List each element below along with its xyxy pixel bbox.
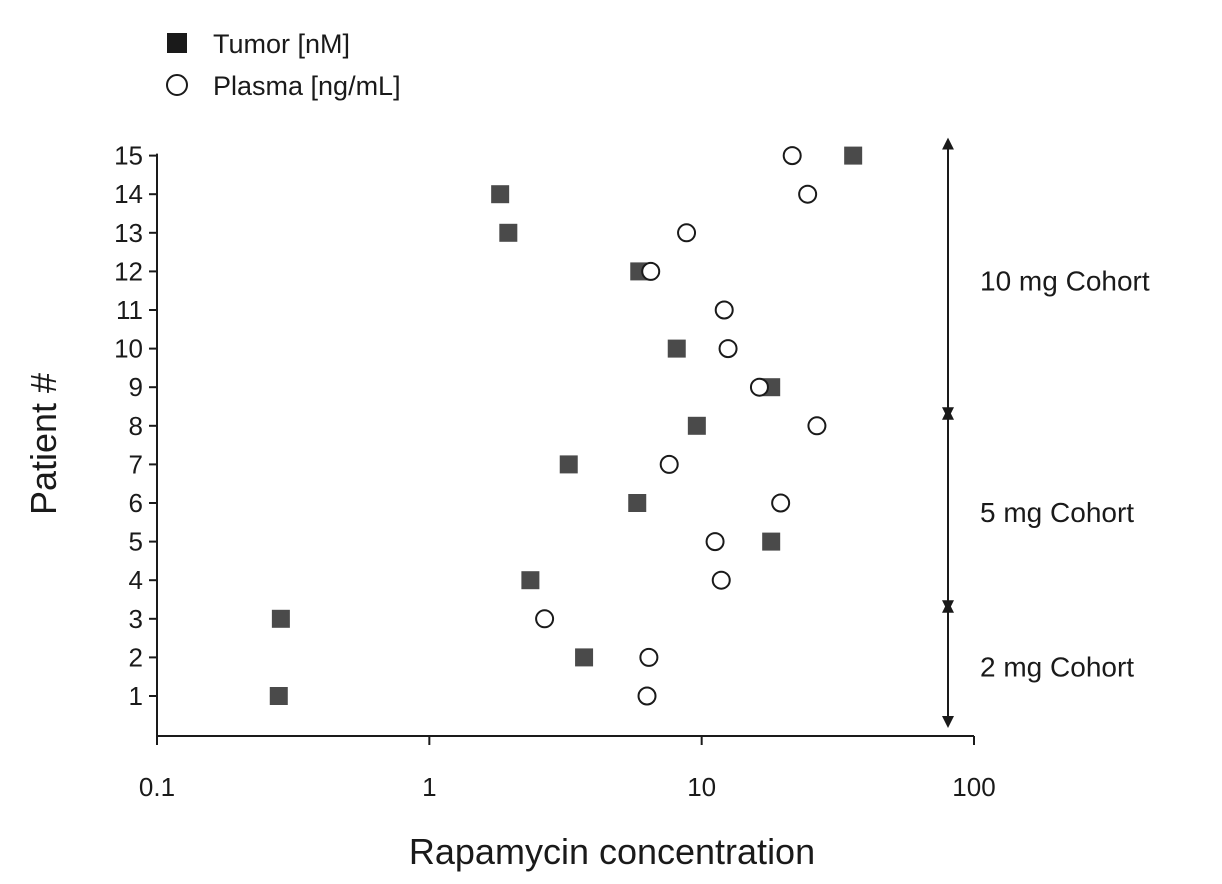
x-tick-label: 10 (687, 772, 716, 802)
legend-plasma-label: Plasma [ng/mL] (213, 71, 401, 101)
plasma-point (807, 416, 827, 436)
cohort-label: 2 mg Cohort (980, 651, 1134, 682)
legend-tumor-label: Tumor [nM] (213, 29, 350, 59)
plasma-point (771, 493, 791, 513)
plasma-point (714, 300, 734, 320)
x-axis-title: Rapamycin concentration (409, 831, 815, 872)
cohort-annotations: 10 mg Cohort 5 mg Cohort 2 mg Cohort (942, 137, 1150, 728)
plasma-point (798, 184, 818, 204)
y-tick-label: 11 (116, 295, 143, 325)
y-tick-label: 14 (114, 179, 143, 209)
plasma-point (705, 532, 725, 552)
data-points (269, 146, 863, 706)
y-tick-label: 1 (129, 681, 143, 711)
tumor-point (628, 494, 647, 512)
tumor-point (499, 223, 518, 242)
cohort-label: 10 mg Cohort (980, 265, 1150, 296)
y-tick-label: 4 (129, 565, 143, 595)
plasma-point (749, 377, 769, 397)
y-tick-label: 5 (129, 527, 143, 557)
legend-plasma-marker (166, 74, 188, 96)
plasma-point (718, 339, 738, 359)
y-tick-label: 10 (114, 334, 143, 364)
cohort-label: 5 mg Cohort (980, 497, 1134, 528)
legend-tumor-marker (167, 33, 187, 53)
plasma-point (677, 223, 697, 243)
tumor-point (762, 532, 781, 551)
x-tick-label: 0.1 (139, 772, 175, 802)
y-axis-title: Patient # (23, 373, 64, 515)
y-tick-label: 8 (129, 411, 143, 441)
tumor-point (269, 687, 288, 705)
plasma-point (639, 647, 659, 667)
tumor-point (844, 146, 863, 165)
y-tick-label: 7 (129, 449, 143, 479)
tumor-point (271, 609, 290, 628)
tumor-point (687, 416, 706, 435)
y-tick-label: 15 (114, 141, 143, 171)
y-tick-label: 2 (129, 642, 143, 672)
plasma-point (711, 570, 731, 590)
plasma-point (641, 261, 661, 281)
plasma-point (782, 146, 802, 166)
y-tick-label: 3 (129, 604, 143, 634)
y-tick-label: 9 (129, 372, 143, 402)
y-tick-label: 12 (114, 256, 143, 286)
legend: Tumor [nM] Plasma [ng/mL] (166, 29, 401, 101)
tumor-point (491, 185, 510, 204)
x-tick-label: 100 (952, 772, 995, 802)
plasma-point (659, 454, 679, 474)
tumor-point (667, 339, 686, 358)
x-tick-label: 1 (422, 772, 436, 802)
y-tick-label: 13 (114, 218, 143, 248)
plasma-point (535, 609, 555, 629)
tumor-point (559, 455, 578, 474)
y-tick-label: 6 (129, 488, 143, 518)
tumor-point (575, 648, 594, 667)
plasma-point (637, 686, 657, 706)
tumor-point (521, 571, 540, 590)
